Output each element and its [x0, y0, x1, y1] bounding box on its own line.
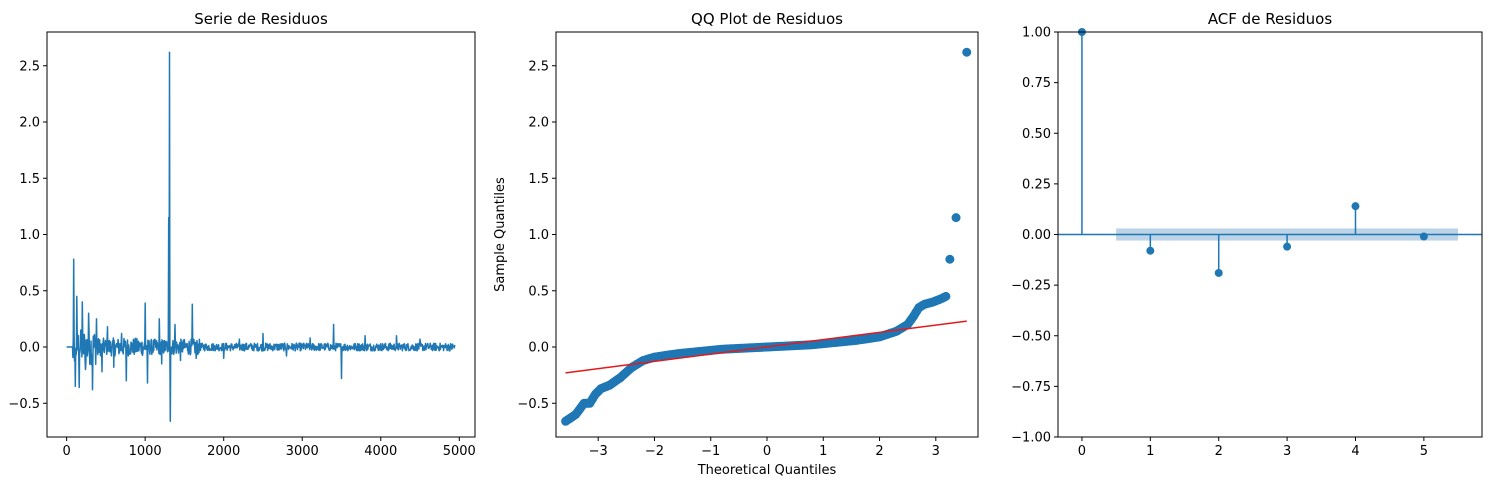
x-axis-label: Theoretical Quantiles	[697, 463, 837, 478]
residual-series-panel: 0 1000 2000 3000 4000 5000 −0.5 0.0 0.5 1.0 1.5 2.0…	[8, 10, 475, 459]
qq-point	[941, 291, 951, 301]
y-tick-label: 0.5	[528, 284, 549, 299]
chart-title: ACF de Residuos	[1208, 10, 1333, 28]
acf-marker	[1146, 246, 1155, 255]
x-tick-label: 5000	[443, 444, 476, 459]
x-tick-label: −3	[589, 444, 608, 459]
x-tick-label: 3	[932, 444, 940, 459]
y-tick-label: −0.25	[1011, 279, 1051, 294]
qq-reference-line	[565, 320, 967, 374]
y-tick-label: −1.00	[1011, 431, 1051, 446]
y-tick-label: 1.5	[528, 172, 549, 187]
y-tick-label: 0.5	[19, 284, 40, 299]
x-tick-label: 0	[1078, 444, 1086, 459]
y-tick-label: 0.0	[19, 341, 40, 356]
x-tick-label: 2000	[207, 444, 240, 459]
plot-area	[66, 51, 456, 423]
x-tick-label: 3	[1283, 444, 1291, 459]
y-tick-label: 1.5	[19, 172, 40, 187]
acf-marker	[1283, 242, 1292, 251]
acf-marker	[1351, 202, 1360, 211]
x-tick-label: −1	[701, 444, 720, 459]
x-tick-label: 3000	[286, 444, 319, 459]
axes-decor: 0 1 2 3 4 5 −1.00 −0.75 −0.50 −0.25 0.00 0.25 0.50 0.…	[1011, 10, 1483, 459]
y-tick-label: 0.25	[1022, 177, 1051, 192]
x-tick-label: 0	[763, 444, 771, 459]
qq-outlier-point	[951, 213, 961, 223]
chart-title: Serie de Residuos	[194, 10, 328, 28]
qq-plot-panel: −3 −2 −1 0 1 2 3 −0.5 0.0 0.5 1.0 1.5 2.0 2.5 QQ Plot …	[493, 10, 979, 478]
y-tick-label: 0.75	[1022, 76, 1051, 91]
x-tick-label: 2	[875, 444, 883, 459]
y-tick-label: 2.0	[528, 116, 549, 131]
plot-area	[1058, 28, 1482, 277]
y-tick-label: −0.50	[1011, 329, 1051, 344]
y-tick-label: −0.5	[517, 397, 549, 412]
plot-area	[561, 47, 972, 426]
qq-outlier-point	[945, 254, 955, 264]
axes-frame	[46, 31, 476, 438]
y-tick-label: 0.0	[528, 341, 549, 356]
x-tick-label: 1000	[129, 444, 162, 459]
acf-marker	[1214, 268, 1223, 277]
y-tick-label: 0.00	[1022, 228, 1051, 243]
y-tick-label: 1.0	[528, 228, 549, 243]
y-tick-label: −0.5	[8, 397, 40, 412]
axes-decor: −3 −2 −1 0 1 2 3 −0.5 0.0 0.5 1.0 1.5 2.0 2.5 QQ Plot …	[493, 10, 979, 478]
x-tick-label: −2	[645, 444, 664, 459]
chart-title: QQ Plot de Residuos	[691, 10, 843, 28]
y-tick-label: 2.0	[19, 116, 40, 131]
residual-line	[66, 51, 456, 423]
y-tick-label: 0.50	[1022, 127, 1051, 142]
y-tick-label: 2.5	[528, 59, 549, 74]
x-tick-label: 0	[62, 444, 70, 459]
x-tick-label: 4	[1351, 444, 1359, 459]
y-axis-label: Sample Quantiles	[493, 177, 508, 292]
x-tick-label: 4000	[364, 444, 397, 459]
qq-outlier-point	[962, 47, 972, 57]
y-tick-label: 1.0	[19, 228, 40, 243]
x-tick-label: 2	[1215, 444, 1223, 459]
y-tick-label: −0.75	[1011, 380, 1051, 395]
axes-decor: 0 1000 2000 3000 4000 5000 −0.5 0.0 0.5 1.0 1.5 2.0…	[8, 10, 475, 459]
x-tick-label: 1	[819, 444, 827, 459]
y-tick-label: 2.5	[19, 59, 40, 74]
acf-marker	[1419, 232, 1428, 241]
x-tick-label: 5	[1420, 444, 1428, 459]
acf-panel: 0 1 2 3 4 5 −1.00 −0.75 −0.50 −0.25 0.00 0.25 0.50 0.…	[1011, 10, 1483, 459]
y-tick-label: 1.00	[1022, 26, 1051, 41]
x-tick-label: 1	[1146, 444, 1154, 459]
